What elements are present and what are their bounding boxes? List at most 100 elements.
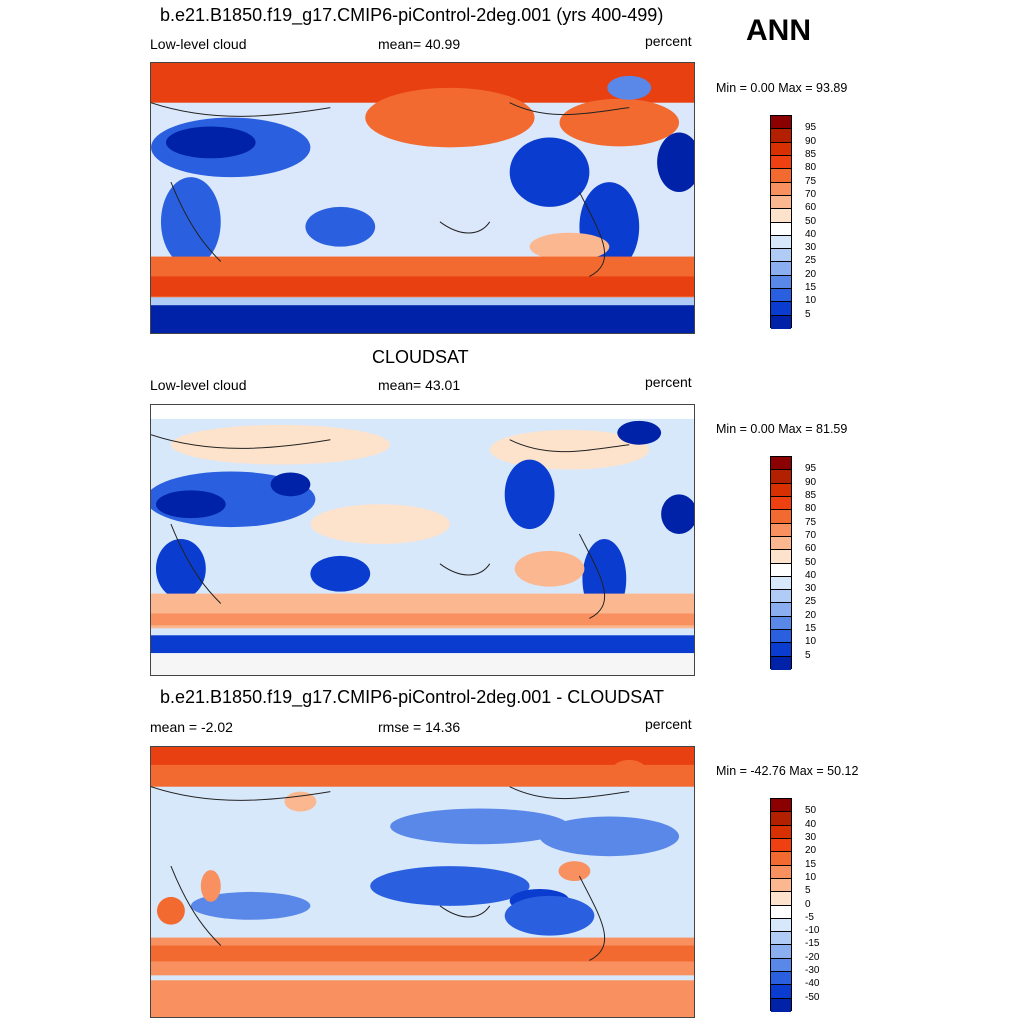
colorbar-swatch	[771, 998, 791, 1012]
colorbar-swatch	[771, 825, 791, 839]
colorbar-swatch	[771, 958, 791, 973]
colorbar-tick-label: 10	[805, 636, 817, 648]
colorbar-swatch	[771, 536, 791, 551]
colorbar-swatch	[771, 155, 791, 170]
colorbar-swatch	[771, 142, 791, 156]
colorbar-swatch	[771, 603, 791, 617]
colorbar-tick-label: -10	[805, 925, 820, 937]
colorbar-tick-label: 60	[805, 202, 817, 214]
colorbar-swatch	[771, 985, 791, 999]
colorbar-swatch	[771, 262, 791, 276]
colorbar-swatch	[771, 457, 791, 471]
colorbar-swatch	[771, 878, 791, 893]
colorbar-tick-label: 40	[805, 569, 817, 581]
colorbar-tick-label: 75	[805, 175, 817, 187]
colorbar-tick-label: 20	[805, 268, 817, 280]
panel-3-title: b.e21.B1850.f19_g17.CMIP6-piControl-2deg…	[160, 687, 664, 707]
colorbar-tick-label: -20	[805, 951, 820, 963]
colorbar-tick-label: 10	[805, 871, 817, 883]
colorbar-tick-label: 30	[805, 831, 817, 843]
colorbar-swatch	[771, 590, 791, 604]
colorbar-swatch	[771, 116, 791, 130]
colorbar-tick-label: 95	[805, 463, 817, 475]
colorbar-tick-label: 60	[805, 543, 817, 555]
colorbar-tick-label: 50	[805, 215, 817, 227]
colorbar-swatch	[771, 656, 791, 670]
colorbar-swatch	[771, 865, 791, 879]
colorbar-swatch	[771, 892, 791, 906]
colorbar-tick-label: 20	[805, 845, 817, 857]
colorbar-swatch	[771, 129, 791, 143]
panel-2-mean-label: mean= 43.01	[378, 377, 461, 393]
colorbar-tick-label: 25	[805, 255, 817, 267]
colorbar-tick-label: -5	[805, 911, 814, 923]
colorbar-tick-label: 15	[805, 858, 817, 870]
colorbar-tick-label: 40	[805, 228, 817, 240]
panel-1-colorbar	[770, 115, 792, 329]
colorbar-tick-label: 5	[805, 885, 811, 897]
colorbar-swatch	[771, 483, 791, 497]
colorbar-swatch	[771, 799, 791, 813]
colorbar-swatch	[771, 235, 791, 250]
colorbar-tick-label: 20	[805, 609, 817, 621]
colorbar-tick-label: 10	[805, 295, 817, 307]
colorbar-tick-label: 70	[805, 188, 817, 200]
colorbar-tick-label: 90	[805, 476, 817, 488]
colorbar-swatch	[771, 510, 791, 524]
colorbar-tick-label: 50	[805, 805, 817, 817]
colorbar-swatch	[771, 918, 791, 933]
colorbar-swatch	[771, 630, 791, 644]
colorbar-tick-label: 50	[805, 556, 817, 568]
colorbar-swatch	[771, 643, 791, 657]
panel-1-minmax: Min = 0.00 Max = 93.89	[716, 81, 848, 95]
colorbar-swatch	[771, 812, 791, 826]
panel-3-units-label: percent	[645, 716, 692, 732]
panel-2-variable-label: Low-level cloud	[150, 377, 247, 393]
colorbar-swatch	[771, 838, 791, 853]
panel-2-minmax: Min = 0.00 Max = 81.59	[716, 422, 848, 436]
colorbar-swatch	[771, 209, 791, 223]
colorbar-tick-label: 15	[805, 623, 817, 635]
colorbar-swatch	[771, 169, 791, 183]
colorbar-tick-label: -40	[805, 978, 820, 990]
colorbar-tick-label: -30	[805, 965, 820, 977]
colorbar-tick-label: -15	[805, 938, 820, 950]
colorbar-swatch	[771, 315, 791, 329]
colorbar-tick-label: 90	[805, 135, 817, 147]
panel-3-colorbar	[770, 798, 792, 1012]
panel-2-title: CLOUDSAT	[372, 347, 469, 367]
colorbar-tick-label: 30	[805, 583, 817, 595]
panel-1-map	[150, 62, 695, 334]
panel-3-rmse-label: rmse = 14.36	[378, 719, 461, 735]
colorbar-tick-label: 0	[805, 898, 811, 910]
colorbar-swatch	[771, 945, 791, 959]
panel-3-map	[150, 746, 695, 1018]
colorbar-swatch	[771, 182, 791, 196]
panel-2-colorbar	[770, 456, 792, 670]
panel-1-units-label: percent	[645, 33, 692, 49]
colorbar-tick-label: 85	[805, 489, 817, 501]
colorbar-swatch	[771, 302, 791, 316]
colorbar-tick-label: 80	[805, 162, 817, 174]
colorbar-tick-label: 85	[805, 148, 817, 160]
panel-2-units-label: percent	[645, 374, 692, 390]
colorbar-swatch	[771, 496, 791, 511]
season-label: ANN	[746, 14, 811, 47]
panel-1-title: b.e21.B1850.f19_g17.CMIP6-piControl-2deg…	[160, 5, 664, 25]
colorbar-swatch	[771, 523, 791, 537]
colorbar-tick-label: 80	[805, 503, 817, 515]
colorbar-swatch	[771, 550, 791, 564]
colorbar-tick-label: 95	[805, 122, 817, 134]
panel-2-map	[150, 404, 695, 676]
colorbar-tick-label: 75	[805, 516, 817, 528]
colorbar-swatch	[771, 972, 791, 986]
colorbar-swatch	[771, 470, 791, 484]
colorbar-swatch	[771, 289, 791, 303]
colorbar-swatch	[771, 932, 791, 946]
colorbar-tick-label: 5	[805, 308, 811, 320]
colorbar-swatch	[771, 563, 791, 577]
colorbar-tick-label: 40	[805, 818, 817, 830]
colorbar-swatch	[771, 275, 791, 290]
colorbar-swatch	[771, 852, 791, 866]
panel-3-mean-label: mean = -2.02	[150, 719, 233, 735]
